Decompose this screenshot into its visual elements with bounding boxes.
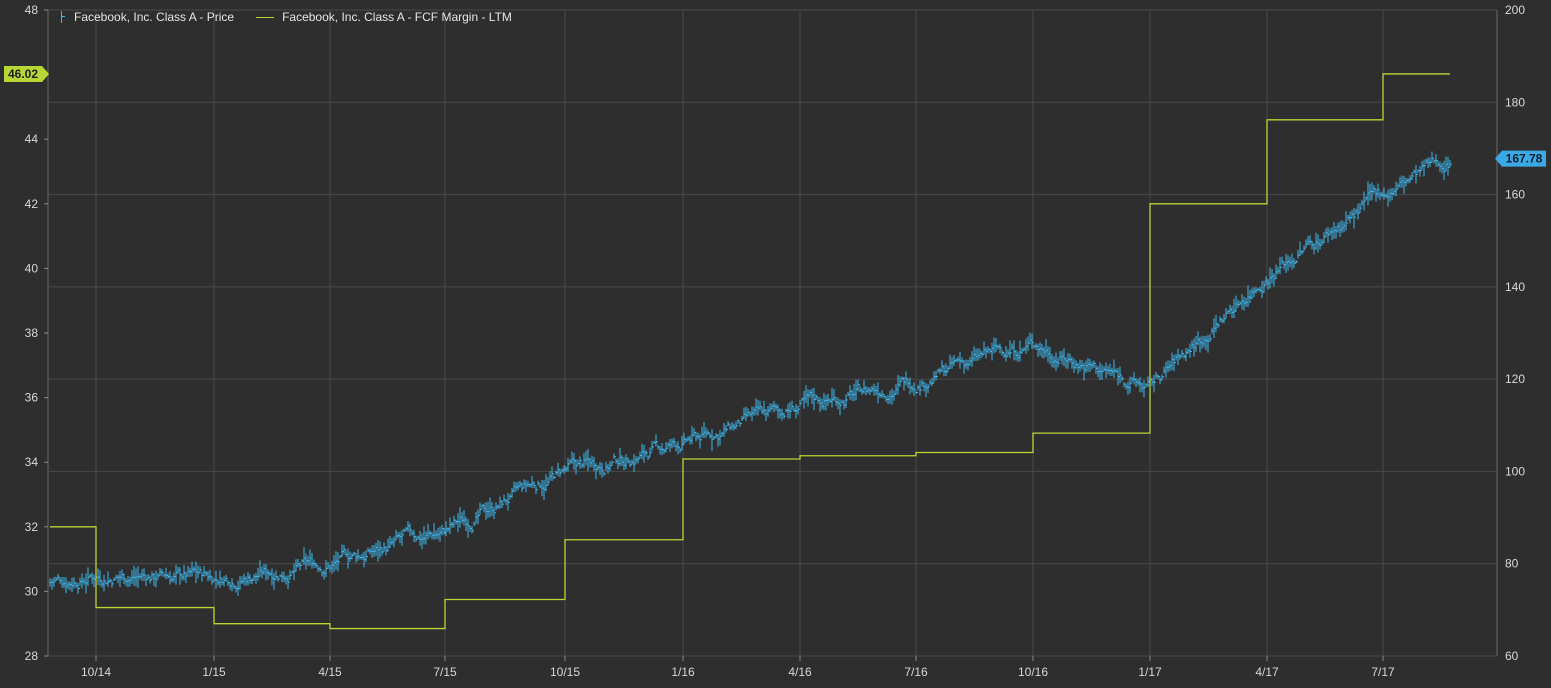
grid	[47, 9, 1498, 657]
y-left-tick-label: 36	[25, 391, 39, 405]
legend-label-price: Facebook, Inc. Class A - Price	[74, 10, 235, 24]
x-tick-label: 7/16	[904, 665, 928, 679]
y-axis-right: 60 80 100 120 140 160 180 200	[1505, 3, 1525, 663]
y-axis-left: 28 30 32 34 36 38 40 42 44 48	[25, 3, 48, 663]
fcf-margin-line	[50, 73, 1450, 630]
legend-item-fcf[interactable]: Facebook, Inc. Class A - FCF Margin - LT…	[256, 10, 512, 24]
price-last-value-tag	[1495, 150, 1546, 167]
y-left-tick-label: 28	[25, 649, 39, 663]
price-swatch-icon	[58, 11, 66, 23]
x-tick-label: 1/16	[671, 665, 695, 679]
y-left-tick-label: 38	[25, 326, 39, 340]
y-left-tick-label: 48	[25, 3, 39, 17]
x-axis: 10/14 1/15 4/15 7/15 10/15 1/16 4/16 7/16 10/16 1…	[81, 656, 1395, 679]
y-right-tick-label: 160	[1505, 188, 1525, 202]
x-tick-label: 7/17	[1371, 665, 1395, 679]
y-right-tick-label: 140	[1505, 280, 1525, 294]
y-right-tick-label: 100	[1505, 464, 1525, 478]
y-right-tick-label: 80	[1505, 557, 1519, 571]
x-tick-label: 10/14	[81, 665, 111, 679]
y-left-tick-label: 40	[25, 261, 39, 275]
y-right-tick-label: 120	[1505, 372, 1525, 386]
y-left-tick-label: 30	[25, 584, 39, 598]
x-tick-label: 10/15	[550, 665, 580, 679]
x-tick-label: 7/15	[433, 665, 457, 679]
x-tick-label: 4/17	[1255, 665, 1279, 679]
x-tick-label: 4/16	[788, 665, 812, 679]
fcf-last-value-label: 46.02	[8, 67, 38, 81]
last-value-tags: 46.02 167.78	[4, 65, 1546, 167]
legend-item-price[interactable]: Facebook, Inc. Class A - Price	[58, 10, 234, 24]
x-tick-label: 4/15	[318, 665, 342, 679]
x-tick-label: 10/16	[1018, 665, 1048, 679]
legend: Facebook, Inc. Class A - Price Facebook,…	[58, 10, 512, 24]
x-tick-label: 1/15	[202, 665, 226, 679]
y-left-tick-label: 32	[25, 520, 39, 534]
x-tick-label: 1/17	[1138, 665, 1162, 679]
y-right-tick-label: 60	[1505, 649, 1519, 663]
fcf-swatch-icon	[256, 16, 275, 18]
y-left-tick-label: 42	[25, 197, 39, 211]
y-right-tick-label: 180	[1505, 95, 1525, 109]
legend-label-fcf: Facebook, Inc. Class A - FCF Margin - LT…	[282, 10, 512, 24]
y-left-tick-label: 44	[25, 132, 39, 146]
price-series	[49, 151, 1452, 597]
y-left-tick-label: 34	[25, 455, 39, 469]
price-last-value-label: 167.78	[1506, 152, 1543, 166]
fcf-margin-series	[50, 73, 1450, 630]
y-right-tick-label: 200	[1505, 3, 1525, 17]
fcf-last-value-tag	[4, 65, 49, 82]
